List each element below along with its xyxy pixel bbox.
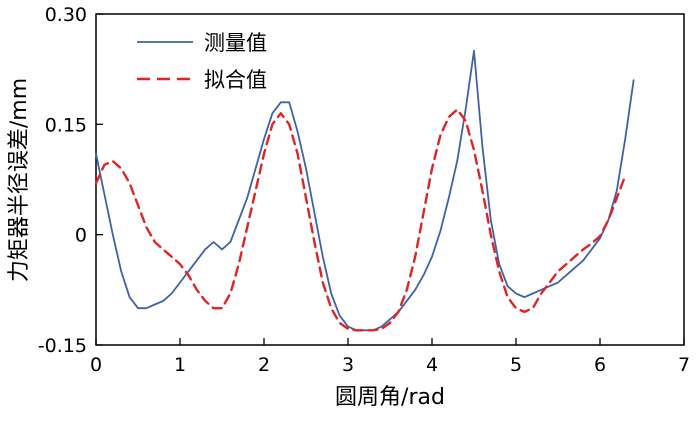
x-tick-label: 6: [594, 354, 606, 376]
x-tick-label: 4: [426, 354, 438, 376]
x-tick-label: 0: [90, 354, 102, 376]
series-line-measured: [95, 49, 635, 332]
plot-area: [95, 13, 685, 346]
legend-label-fitted: 拟合值: [204, 68, 267, 92]
y-tick-label: 0.15: [45, 114, 87, 136]
legend-label-measured: 测量值: [204, 31, 267, 55]
y-axis-title: 力矩器半径误差/mm: [7, 78, 32, 282]
x-axis-title: 圆周角/rad: [335, 385, 445, 410]
y-tick-label: 0.30: [45, 4, 87, 26]
y-tick-label: 0: [75, 225, 87, 247]
series-line-fitted: [94, 108, 627, 332]
x-tick-label: 3: [342, 354, 354, 376]
data-series: [94, 49, 635, 332]
x-tick-label: 1: [174, 354, 186, 376]
x-tick-label: 5: [510, 354, 522, 376]
y-tick-label: -0.15: [38, 335, 87, 357]
x-tick-label: 7: [678, 354, 690, 376]
legend: 测量值 拟合值: [137, 31, 267, 92]
x-tick-label: 2: [258, 354, 270, 376]
